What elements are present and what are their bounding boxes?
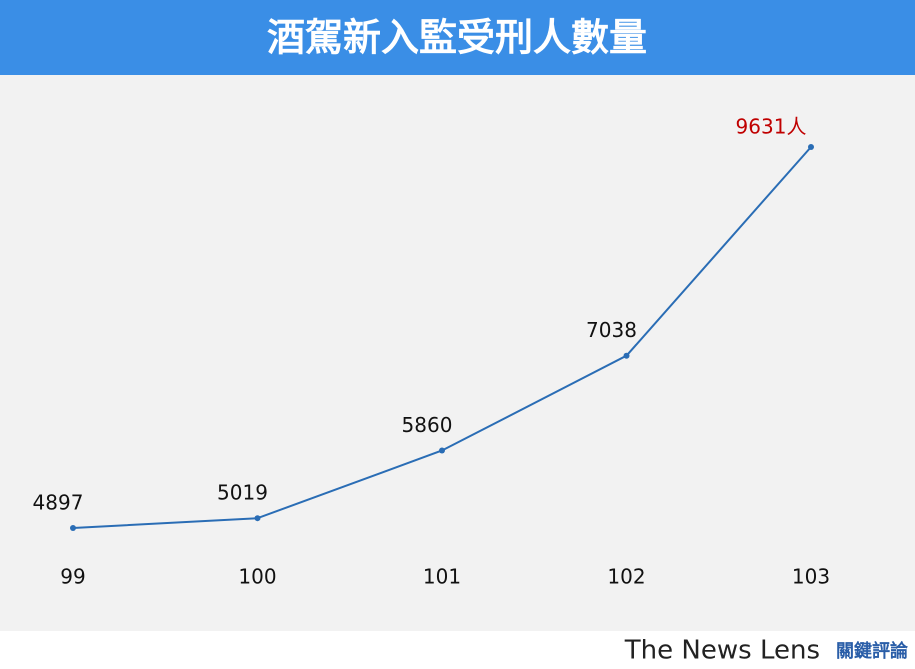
data-label: 5860 — [402, 413, 453, 437]
title-band — [0, 0, 915, 75]
point — [808, 143, 814, 150]
data-label: 4897 — [33, 491, 84, 515]
brand: The News Lens — [624, 636, 820, 666]
x-tick-label: 99 — [60, 565, 85, 589]
point — [254, 515, 261, 522]
x-tick-label: 103 — [792, 565, 830, 589]
data-label: 5019 — [217, 481, 268, 505]
x-tick-label: 100 — [238, 565, 276, 589]
point — [70, 525, 76, 532]
data-label: 7038 — [586, 318, 637, 342]
x-tick-label: 102 — [607, 565, 645, 589]
x-tick-label: 101 — [423, 565, 461, 589]
brand-zh: 關鍵評論 — [836, 640, 909, 662]
point — [439, 447, 445, 454]
data-label: 9631人 — [736, 114, 807, 138]
plot-area — [0, 75, 915, 631]
chart-title: 酒駕新入監受刑人數量 — [267, 16, 647, 60]
point — [623, 352, 630, 359]
